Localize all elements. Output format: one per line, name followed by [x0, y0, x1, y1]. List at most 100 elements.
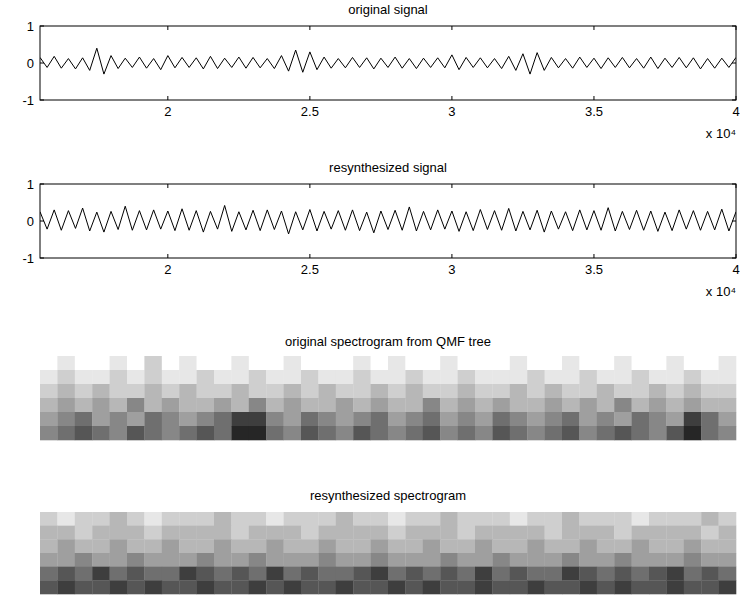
spectrogram-cell — [666, 398, 684, 412]
spectrogram-cell — [527, 512, 545, 526]
spectrogram-cell — [405, 384, 423, 398]
spectrogram-cell — [179, 580, 197, 594]
spectrogram-cell — [458, 553, 476, 567]
spectrogram-cell — [318, 539, 336, 553]
spectrogram-cell — [127, 426, 145, 440]
spectrogram-cell — [684, 512, 702, 526]
spectrogram-cell — [510, 384, 528, 398]
spectrogram-cell — [75, 567, 93, 581]
spectrogram-cell — [144, 512, 162, 526]
spectrogram-cell — [144, 567, 162, 581]
spectrogram-cell — [545, 412, 563, 426]
spectrogram-cell — [197, 412, 215, 426]
spectrogram-cell — [649, 567, 667, 581]
spectrogram-cell — [719, 512, 737, 526]
spectrogram-cell — [719, 426, 737, 440]
spectrogram-cell — [249, 356, 267, 370]
spectrogram-cell — [162, 426, 180, 440]
spectrogram-cell — [284, 580, 302, 594]
spectrogram-cell — [492, 426, 510, 440]
spectrogram-cell — [719, 384, 737, 398]
x-tick — [593, 26, 594, 30]
spectrogram-cell — [249, 398, 267, 412]
spectrogram-cell — [562, 580, 580, 594]
spectrogram-cell — [197, 567, 215, 581]
signal-line — [40, 48, 736, 74]
spectrogram-cell — [110, 567, 128, 581]
spectrogram-cell — [249, 526, 267, 540]
spectrogram-cell — [545, 370, 563, 384]
spectrogram-cell — [214, 412, 232, 426]
spectrogram-cell — [231, 526, 249, 540]
spectrogram-cell — [144, 426, 162, 440]
spectrogram-cell — [405, 526, 423, 540]
spectrogram-cell — [162, 398, 180, 412]
spectrogram-cell — [701, 398, 719, 412]
spectrogram-cell — [492, 370, 510, 384]
x-tick — [167, 96, 168, 100]
spectrogram-cell — [266, 526, 284, 540]
spectrogram-cell — [266, 370, 284, 384]
spectrogram-cell — [597, 384, 615, 398]
spectrogram-cell — [666, 356, 684, 370]
spectrogram-cell — [284, 412, 302, 426]
spectrogram-cell — [110, 512, 128, 526]
spectrogram-cell — [353, 398, 371, 412]
spectrogram-cell — [719, 526, 737, 540]
spectrogram-cell — [719, 356, 737, 370]
spectrogram-cell — [179, 398, 197, 412]
spectrogram-cell — [284, 384, 302, 398]
spectrogram-cell — [214, 526, 232, 540]
x-tick — [593, 96, 594, 100]
spectrogram-cell — [197, 526, 215, 540]
spectrogram-cell — [423, 370, 441, 384]
spectrogram-cell — [701, 567, 719, 581]
spectrogram-cell — [527, 426, 545, 440]
spectrogram-cell — [284, 526, 302, 540]
spectrogram-cell — [353, 553, 371, 567]
spectrogram-cell — [701, 356, 719, 370]
spectrogram-cell — [458, 356, 476, 370]
spectrogram-cell — [684, 412, 702, 426]
spectrogram-cell — [144, 412, 162, 426]
spectrogram-cell — [527, 580, 545, 594]
spectrogram-cell — [179, 526, 197, 540]
spectrogram-cell — [701, 526, 719, 540]
spectrogram-cell — [562, 384, 580, 398]
spectrogram-cell — [632, 526, 650, 540]
spectrogram-cell — [666, 384, 684, 398]
spectrogram-cell — [666, 412, 684, 426]
spectrogram-cell — [666, 512, 684, 526]
spectrogram-cell — [510, 356, 528, 370]
x-tick — [736, 184, 737, 188]
spectrogram-cell — [666, 426, 684, 440]
x-tick — [309, 184, 310, 188]
spectrogram-cell — [110, 553, 128, 567]
spectrogram-cell — [371, 553, 389, 567]
x-tick — [167, 254, 168, 258]
y-tick — [40, 26, 44, 27]
spectrogram-cell — [127, 539, 145, 553]
spectrogram-cell — [249, 426, 267, 440]
spectrogram-cell — [527, 539, 545, 553]
spectrogram-cell — [492, 412, 510, 426]
spectrogram-cell — [92, 580, 110, 594]
spectrogram-cell — [545, 539, 563, 553]
spectrogram-cell — [440, 526, 458, 540]
spectrogram-cell — [440, 580, 458, 594]
spectrogram-cell — [110, 539, 128, 553]
spectrogram-cell — [440, 539, 458, 553]
axis-multiplier: x 10⁴ — [706, 126, 736, 141]
spectrogram-cell — [197, 539, 215, 553]
spectrogram-cell — [266, 398, 284, 412]
spectrogram-cell — [231, 356, 249, 370]
spectrogram-cell — [231, 412, 249, 426]
spectrogram-cell — [40, 526, 58, 540]
x-tick-label: 2.5 — [301, 104, 319, 119]
spectrogram-cell — [92, 412, 110, 426]
spectrogram-cell — [579, 539, 597, 553]
spectrogram-cell — [666, 553, 684, 567]
spectrogram-cell — [266, 553, 284, 567]
spectrogram-cell — [92, 356, 110, 370]
spectrogram-cell — [510, 426, 528, 440]
